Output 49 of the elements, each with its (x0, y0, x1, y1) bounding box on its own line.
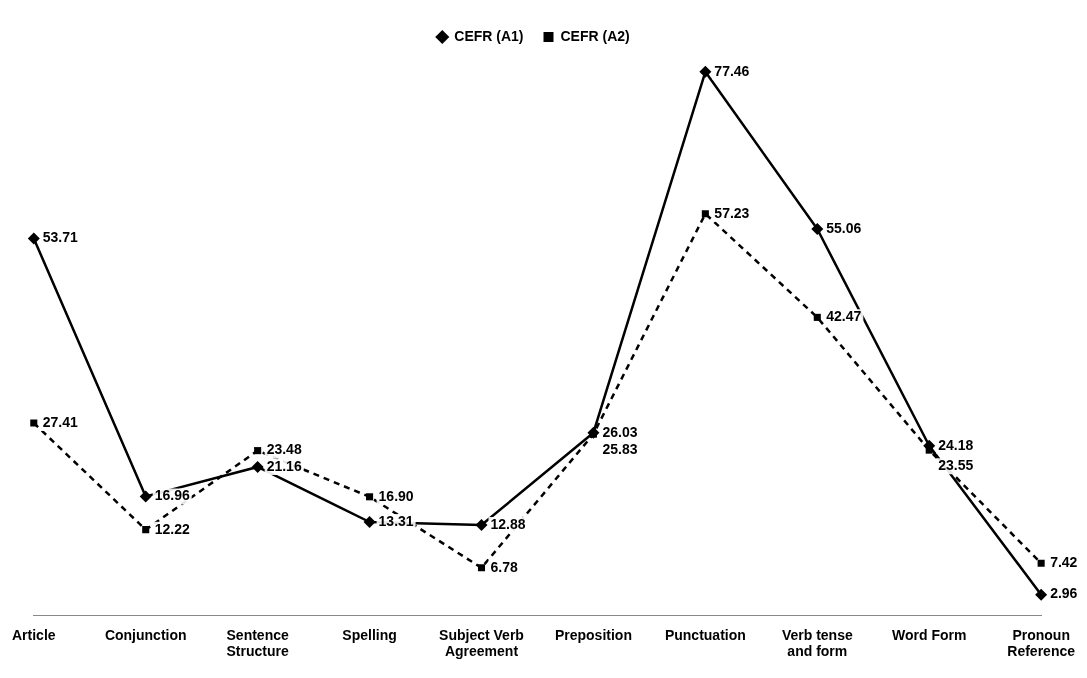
x-tick-label: Preposition (554, 626, 632, 643)
data-label: 12.88 (490, 515, 526, 532)
x-tick-label: Conjunction (104, 626, 187, 643)
point (251, 460, 264, 473)
point (254, 447, 262, 455)
legend-label: CEFR (A1) (454, 27, 524, 44)
data-label: 53.71 (42, 229, 79, 246)
x-tick-label: Verb tense and form (781, 626, 853, 660)
point (587, 426, 600, 439)
point (699, 65, 712, 78)
point (1035, 588, 1048, 601)
point (363, 516, 376, 528)
data-label: 23.55 (938, 457, 974, 473)
point (477, 564, 486, 572)
data-label: 25.83 (602, 441, 638, 457)
point (139, 490, 152, 503)
legend-label: CEFR (A2) (560, 27, 630, 44)
data-label: 55.06 (826, 219, 862, 236)
point (27, 232, 40, 245)
x-tick-label: Pronoun Reference (1007, 626, 1076, 660)
x-tick-label: Spelling (342, 626, 397, 643)
x-tick-label: Word Form (892, 626, 967, 643)
data-label: 2.96 (1050, 585, 1078, 602)
x-tick-label: Punctuation (664, 626, 746, 643)
point (811, 223, 824, 236)
point (813, 313, 821, 321)
data-label: 57.23 (714, 204, 750, 221)
point (366, 493, 374, 501)
data-label: 16.96 (154, 487, 190, 504)
point (1037, 559, 1045, 567)
data-label: 13.31 (378, 512, 414, 529)
data-label: 6.78 (490, 558, 518, 575)
data-label: 26.03 (602, 423, 638, 440)
data-label: 12.22 (154, 520, 190, 537)
data-label: 16.90 (378, 487, 414, 504)
point (701, 210, 709, 218)
x-tick-label: Sentence Structure (226, 626, 289, 660)
data-label: 7.42 (1050, 554, 1078, 571)
data-label: 77.46 (714, 62, 750, 79)
data-label: 23.48 (266, 441, 302, 458)
point (142, 526, 150, 534)
data-label: 21.16 (266, 457, 302, 474)
data-label: 27.41 (42, 413, 79, 430)
point (30, 419, 38, 427)
point (475, 519, 488, 532)
data-label: 42.47 (826, 308, 862, 325)
x-tick-label: Article (12, 626, 56, 643)
data-label: 24.18 (938, 436, 974, 453)
x-tick-label: Subject Verb Agreement (439, 626, 524, 660)
